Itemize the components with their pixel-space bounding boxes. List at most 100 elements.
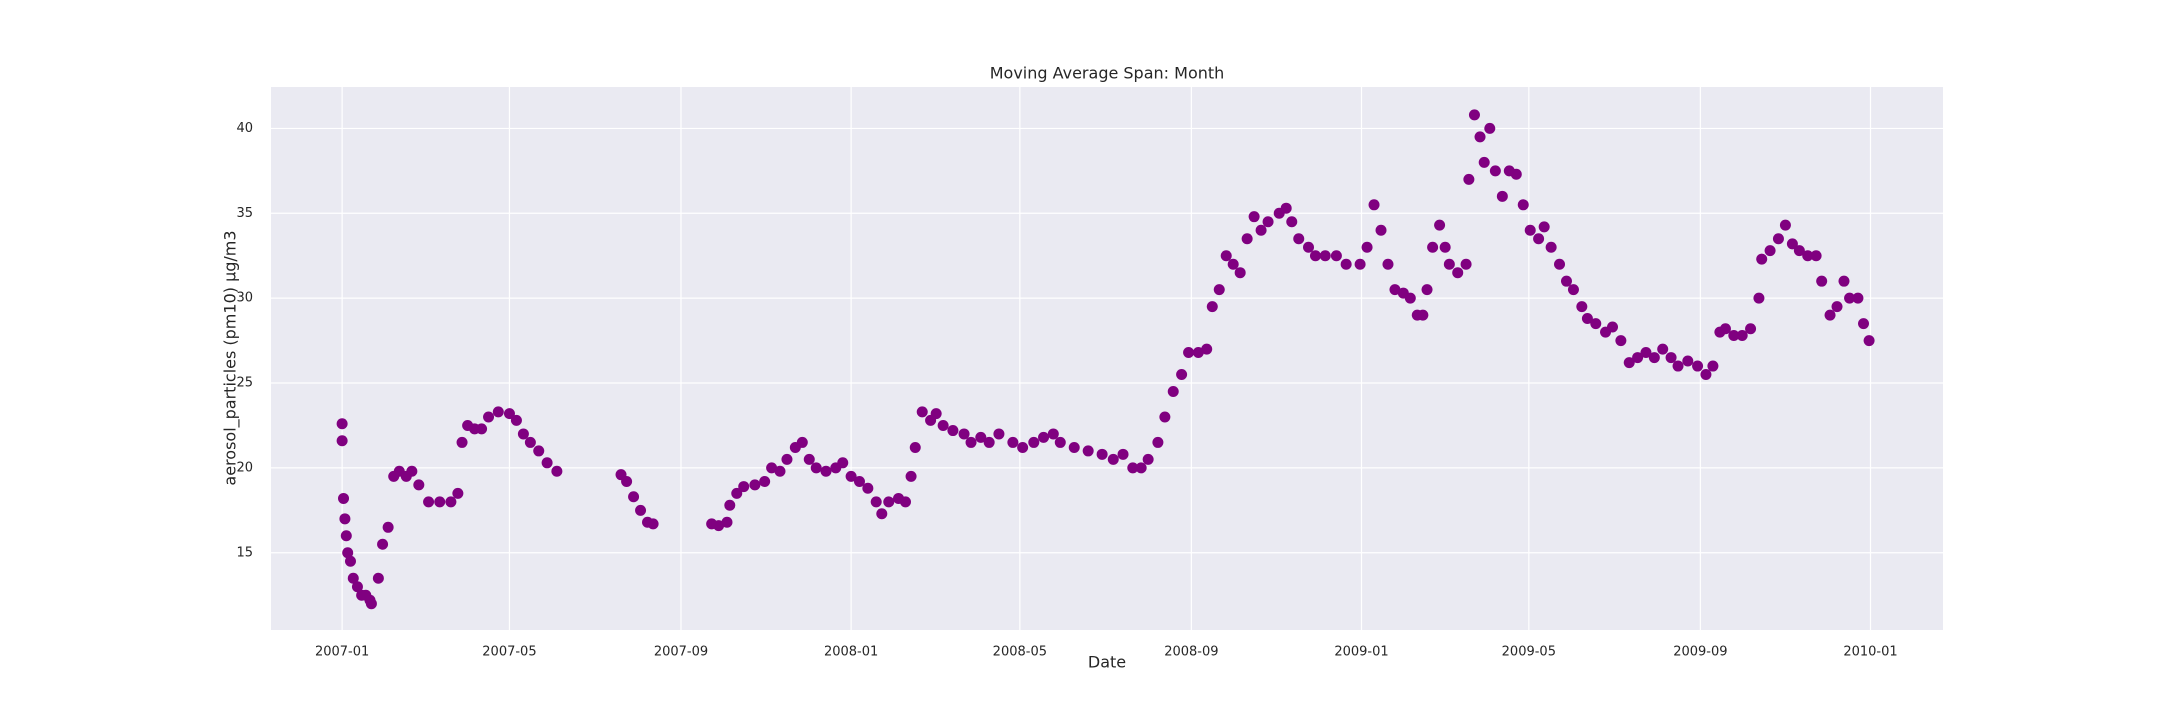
point — [434, 496, 446, 508]
point — [1382, 258, 1394, 270]
point — [930, 408, 942, 420]
x-tick-label: 2008-01 — [824, 645, 878, 660]
y-tick-label: 20 — [236, 460, 253, 475]
point — [1852, 292, 1864, 304]
point — [1545, 241, 1557, 253]
point — [820, 465, 832, 477]
point — [1489, 165, 1501, 177]
point — [517, 428, 529, 440]
point — [1303, 241, 1315, 253]
point — [803, 453, 815, 465]
point — [853, 475, 865, 487]
point — [876, 508, 888, 520]
point — [413, 479, 425, 491]
point — [1293, 233, 1305, 245]
point — [1484, 122, 1496, 134]
point — [845, 470, 857, 482]
point — [1152, 436, 1164, 448]
point — [916, 406, 928, 418]
y-tick-label: 30 — [236, 291, 253, 306]
point — [1017, 442, 1029, 454]
point — [983, 436, 995, 448]
point — [1234, 267, 1246, 279]
point — [1560, 275, 1572, 287]
point — [947, 425, 959, 437]
point — [774, 465, 786, 477]
point — [1844, 292, 1856, 304]
point — [1220, 250, 1232, 262]
point — [937, 419, 949, 431]
point — [1117, 448, 1129, 460]
point — [1700, 369, 1712, 381]
point — [1241, 233, 1253, 245]
point — [1213, 284, 1225, 296]
point — [533, 445, 545, 457]
point — [541, 457, 553, 469]
point — [423, 496, 435, 508]
point — [342, 547, 354, 559]
y-axis-label: aerosol_particles (pm10) µg/m3 — [221, 230, 241, 485]
point — [336, 435, 348, 447]
point — [1824, 309, 1836, 321]
point — [766, 462, 778, 474]
point — [340, 530, 352, 542]
point — [1533, 233, 1545, 245]
point — [1786, 238, 1798, 250]
point — [524, 436, 536, 448]
point — [1554, 258, 1566, 270]
y-tick-label: 35 — [236, 206, 253, 221]
point — [958, 428, 970, 440]
point — [1756, 253, 1768, 265]
point — [406, 465, 418, 477]
point — [724, 499, 736, 511]
point — [810, 462, 822, 474]
point — [1255, 224, 1267, 236]
point — [796, 436, 808, 448]
point — [1707, 360, 1719, 372]
point — [339, 513, 351, 525]
point — [1361, 241, 1373, 253]
point — [713, 520, 725, 532]
y-tick-label: 15 — [236, 545, 253, 560]
point — [483, 411, 495, 423]
point — [1135, 462, 1147, 474]
point — [336, 418, 348, 430]
point — [1838, 275, 1850, 287]
point — [1286, 216, 1298, 228]
point — [1460, 258, 1472, 270]
point — [377, 538, 389, 550]
point — [1167, 386, 1179, 398]
point — [445, 496, 457, 508]
point — [351, 581, 363, 593]
point — [1615, 335, 1627, 347]
point — [1607, 321, 1619, 333]
point — [1728, 330, 1740, 342]
x-tick-label: 2010-01 — [1843, 645, 1897, 660]
point — [1623, 357, 1635, 369]
x-tick-label: 2009-09 — [1673, 645, 1727, 660]
point — [1417, 309, 1429, 321]
point — [905, 470, 917, 482]
point — [1581, 313, 1593, 325]
point — [1439, 241, 1451, 253]
x-tick-label: 2007-05 — [482, 645, 536, 660]
point — [1764, 245, 1776, 257]
point — [1816, 275, 1828, 287]
point — [1567, 284, 1579, 296]
point — [510, 414, 522, 426]
point — [1657, 343, 1669, 355]
point — [837, 457, 849, 469]
y-tick-label: 40 — [236, 121, 253, 136]
point — [1576, 301, 1588, 313]
point — [382, 521, 394, 533]
point — [1463, 173, 1475, 185]
point — [1330, 250, 1342, 262]
point — [628, 491, 640, 503]
point — [635, 504, 647, 516]
point — [1736, 330, 1748, 342]
point — [1309, 250, 1321, 262]
point — [1452, 267, 1464, 279]
point — [1421, 284, 1433, 296]
point — [1753, 292, 1765, 304]
plot-area — [271, 87, 1943, 630]
